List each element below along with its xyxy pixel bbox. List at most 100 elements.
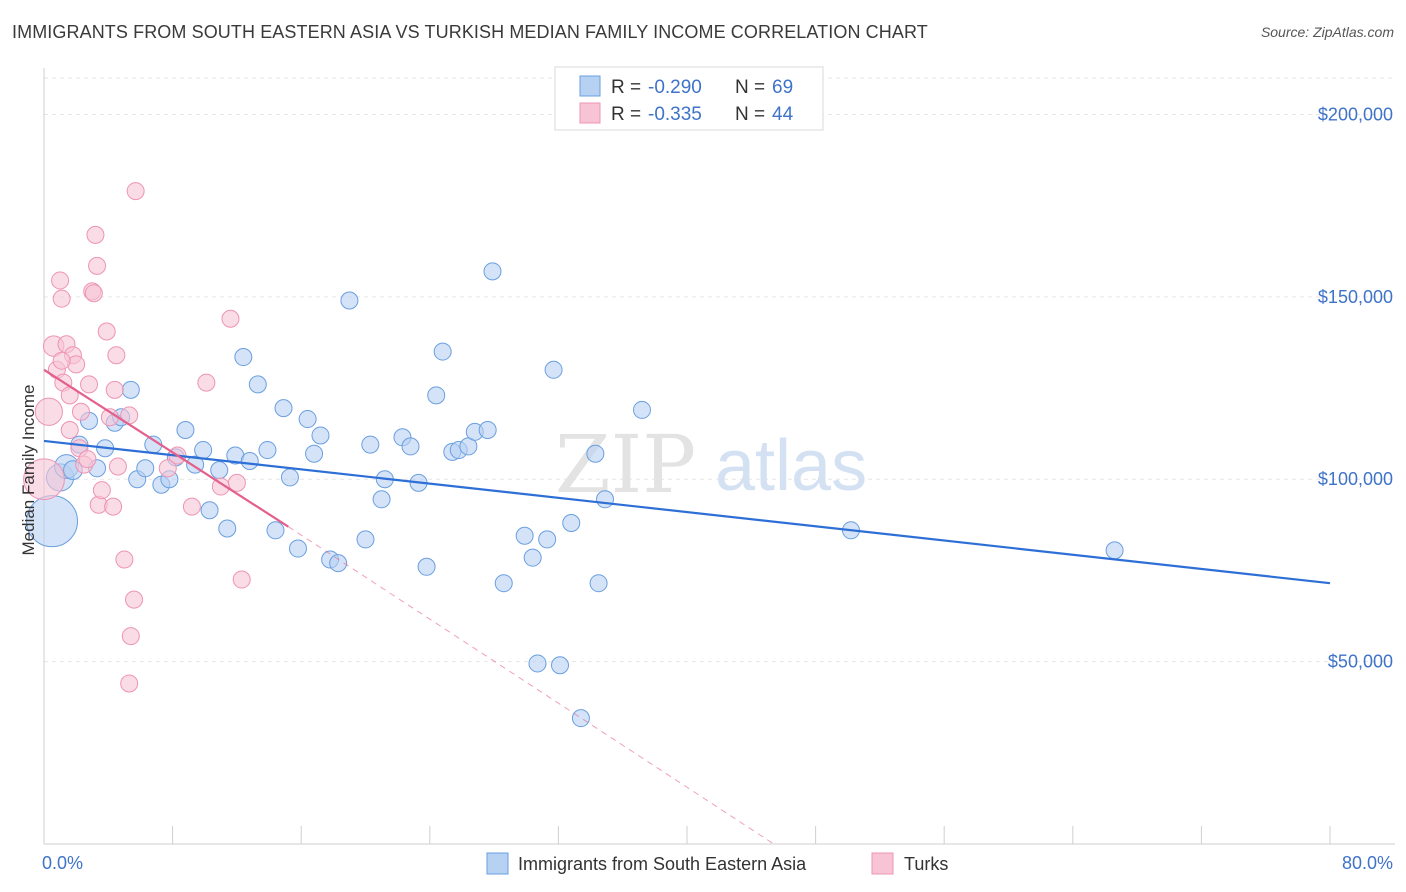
point-turks-36 [221,309,240,328]
point-sea-68 [1105,541,1124,560]
point-sea-40 [372,490,391,509]
trend-line-turks-extension [288,526,775,845]
point-turks-20 [97,322,116,341]
point-sea-21 [210,461,229,480]
point-turks-12 [71,402,90,421]
y-tick-label-1: $100,000 [1318,469,1393,489]
point-turks-22 [104,497,123,516]
point-turks-42 [52,351,71,370]
point-turks-19 [92,481,111,500]
trend-line-turks [43,368,289,528]
y-tick-label-0: $50,000 [1328,652,1393,672]
point-sea-59 [544,360,563,379]
point-sea-62 [571,709,590,728]
y-tick-label-2: $150,000 [1318,287,1393,307]
point-turks-43 [84,284,103,303]
point-turks-38 [232,570,251,589]
point-turks-25 [108,457,127,476]
chart-title: IMMIGRANTS FROM SOUTH EASTERN ASIA VS TU… [12,22,928,42]
point-sea-22 [218,519,237,538]
point-sea-26 [248,375,267,394]
legend-n-value-turks: 44 [772,104,794,125]
point-sea-46 [427,386,446,405]
point-sea-31 [288,539,307,558]
point-sea-65 [596,490,615,509]
point-sea-17 [176,420,195,439]
x-tick-label-max: 80.0% [1342,853,1393,873]
point-sea-45 [417,557,436,576]
legend-r-value-sea: -0.290 [648,77,702,98]
point-sea-20 [200,501,219,520]
point-turks-37 [227,473,246,492]
point-sea-58 [538,530,557,549]
point-sea-60 [551,656,570,675]
trend-line-sea [43,439,1331,585]
point-turks-41 [78,450,97,469]
y-axis-label: Median Family Income [19,384,38,555]
bottom-legend-label-turks: Turks [904,854,948,874]
data-points [23,182,1124,728]
point-turks-34 [197,373,216,392]
point-sea-29 [274,399,293,418]
point-sea-24 [234,348,253,367]
point-turks-26 [115,550,134,569]
point-sea-19 [194,441,213,460]
point-sea-57 [528,654,547,673]
legend-n-label-sea: N = [735,77,765,98]
point-turks-16 [86,225,105,244]
bottom-legend-swatch-turks [871,852,894,875]
y-tick-labels: $50,000 $100,000 $150,000 $200,000 [1318,104,1393,671]
legend-bottom: Immigrants from South Eastern Asia Turks [486,852,948,875]
point-sea-52 [478,420,497,439]
point-sea-12 [136,459,155,478]
point-turks-24 [107,346,126,365]
point-sea-43 [401,437,420,456]
point-turks-9 [60,420,79,439]
bottom-legend-label-sea: Immigrants from South Eastern Asia [518,854,807,874]
point-sea-36 [329,554,348,573]
point-sea-32 [298,410,317,429]
point-sea-66 [632,400,651,419]
point-sea-28 [266,521,285,540]
point-sea-47 [433,342,452,361]
axes [43,68,1395,845]
point-sea-64 [589,574,608,593]
point-turks-17 [88,256,107,275]
point-sea-63 [586,444,605,463]
point-sea-10 [121,380,140,399]
legend-r-value-turks: -0.335 [648,104,702,125]
point-sea-30 [280,468,299,487]
point-turks-23 [105,380,124,399]
point-sea-53 [483,262,502,281]
legend-swatch-sea [579,75,601,97]
point-sea-27 [258,441,277,460]
legend-swatch-turks [579,102,601,124]
point-turks-4 [51,271,70,290]
point-sea-54 [494,574,513,593]
point-turks-0 [23,458,65,501]
point-sea-61 [562,514,581,533]
point-turks-5 [52,289,71,308]
legend-r-label-turks: R = [611,104,641,125]
legend-top: R = -0.290 N = 69 R = -0.335 N = 44 [554,66,824,131]
watermark: ZIP atlas [555,418,867,511]
point-turks-1 [34,397,63,426]
x-tick-labels: 0.0% 80.0% [42,853,1393,873]
source-label: Source: ZipAtlas.com [1260,24,1394,40]
point-turks-32 [158,459,177,478]
point-sea-34 [311,426,330,445]
point-turks-14 [80,375,99,394]
legend-r-label-sea: R = [611,77,641,98]
point-turks-33 [182,497,201,516]
x-tick-label-min: 0.0% [42,853,83,873]
bottom-legend-swatch-sea [486,852,509,875]
point-sea-38 [356,530,375,549]
point-sea-55 [515,526,534,545]
point-turks-30 [125,590,144,609]
watermark-atlas: atlas [715,426,867,506]
point-sea-25 [240,452,259,470]
y-tick-label-3: $200,000 [1318,104,1393,124]
point-turks-29 [121,627,140,646]
watermark-zip: ZIP [555,418,696,511]
legend-n-value-sea: 69 [772,77,793,98]
